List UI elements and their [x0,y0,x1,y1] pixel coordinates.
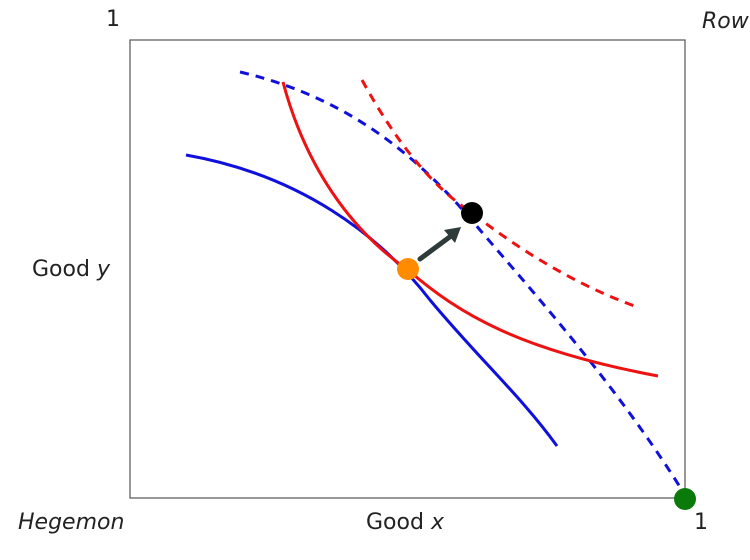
orange-point [397,258,419,280]
x-variable: x [430,510,444,535]
green-point [674,488,696,510]
good-y-word: Good [32,257,90,282]
top-left-tick-label: 1 [106,7,120,32]
hegemon-corner-label: Hegemon [18,510,125,535]
blue-solid-curve [185,153,559,447]
red-dashed-curve [360,79,641,310]
blue-dashed-curve [239,70,687,496]
good-x-word: Good [366,510,424,535]
box-frame [129,39,686,499]
y-variable: y [96,257,110,282]
arrow-head [444,227,461,243]
red-solid-curve [281,81,659,378]
good-y-axis-label: Good y [32,259,110,281]
row-corner-label: Row [702,9,749,34]
bottom-right-tick-label: 1 [694,510,708,535]
black-point [461,202,483,224]
arrow-shaft [417,233,454,262]
good-x-axis-label: Good x [366,512,444,534]
